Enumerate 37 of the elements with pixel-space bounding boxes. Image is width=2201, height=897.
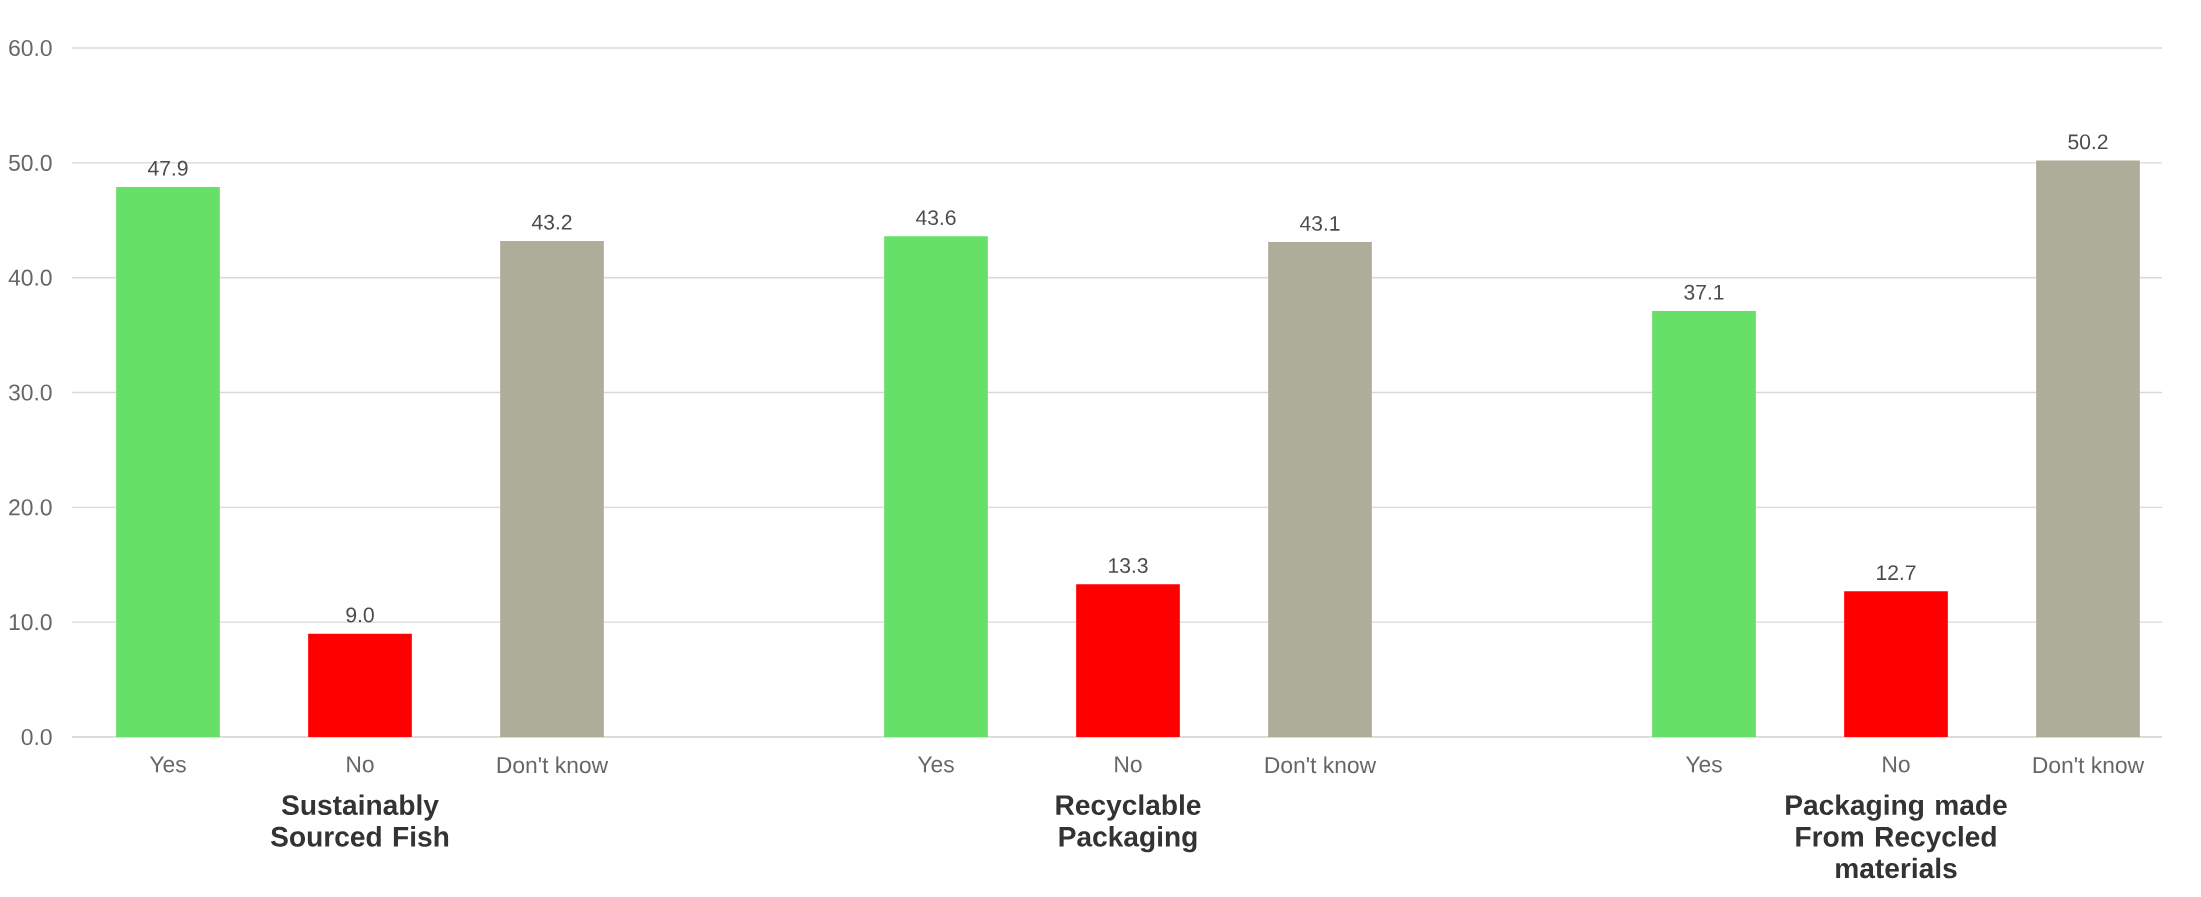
- bar: [1844, 591, 1948, 737]
- bar: [116, 186, 220, 737]
- bar: [1268, 242, 1372, 737]
- x-tick-label: No: [347, 756, 374, 773]
- y-tick-label: 10.0: [9, 614, 52, 631]
- bar: [500, 240, 604, 737]
- x-tick-label: No: [1883, 756, 1910, 773]
- data-label: 50.2: [2068, 134, 2108, 150]
- data-label: 37.1: [1684, 284, 1724, 300]
- bar: [2036, 160, 2140, 737]
- data-label: 13.3: [1109, 558, 1148, 574]
- y-tick-label: 20.0: [9, 499, 52, 516]
- data-label: 9.0: [346, 607, 374, 623]
- bar: [884, 236, 988, 737]
- x-tick-label: Don't know: [2033, 756, 2145, 774]
- bar: [1076, 584, 1180, 737]
- y-tick-label: 40.0: [8, 269, 52, 286]
- x-tick-label: Yes: [1685, 756, 1722, 773]
- x-tick-label: Yes: [149, 756, 186, 773]
- data-label: 47.9: [147, 160, 188, 176]
- data-label: 43.6: [915, 210, 956, 226]
- y-tick-label: 0.0: [21, 728, 52, 746]
- x-tick-label: Don't know: [497, 756, 609, 774]
- data-label: 43.2: [531, 214, 572, 230]
- bar: [308, 633, 412, 737]
- x-tick-label: No: [1115, 756, 1142, 773]
- x-tick-label: Yes: [917, 756, 954, 773]
- text: Packaging made From Recycled materials: [1786, 794, 2007, 879]
- y-tick-label: 60.0: [9, 39, 52, 57]
- text: Recyclable Packaging: [1056, 794, 1201, 853]
- bar: [1652, 310, 1756, 737]
- data-label: 43.1: [1299, 215, 1340, 231]
- y-tick-label: 50.0: [9, 154, 52, 171]
- data-label: 12.7: [1877, 565, 1916, 580]
- x-tick-label: Don't know: [1265, 756, 1377, 774]
- text: Sustainably Sourced Fish: [271, 794, 449, 847]
- y-tick-label: 30.0: [8, 384, 52, 401]
